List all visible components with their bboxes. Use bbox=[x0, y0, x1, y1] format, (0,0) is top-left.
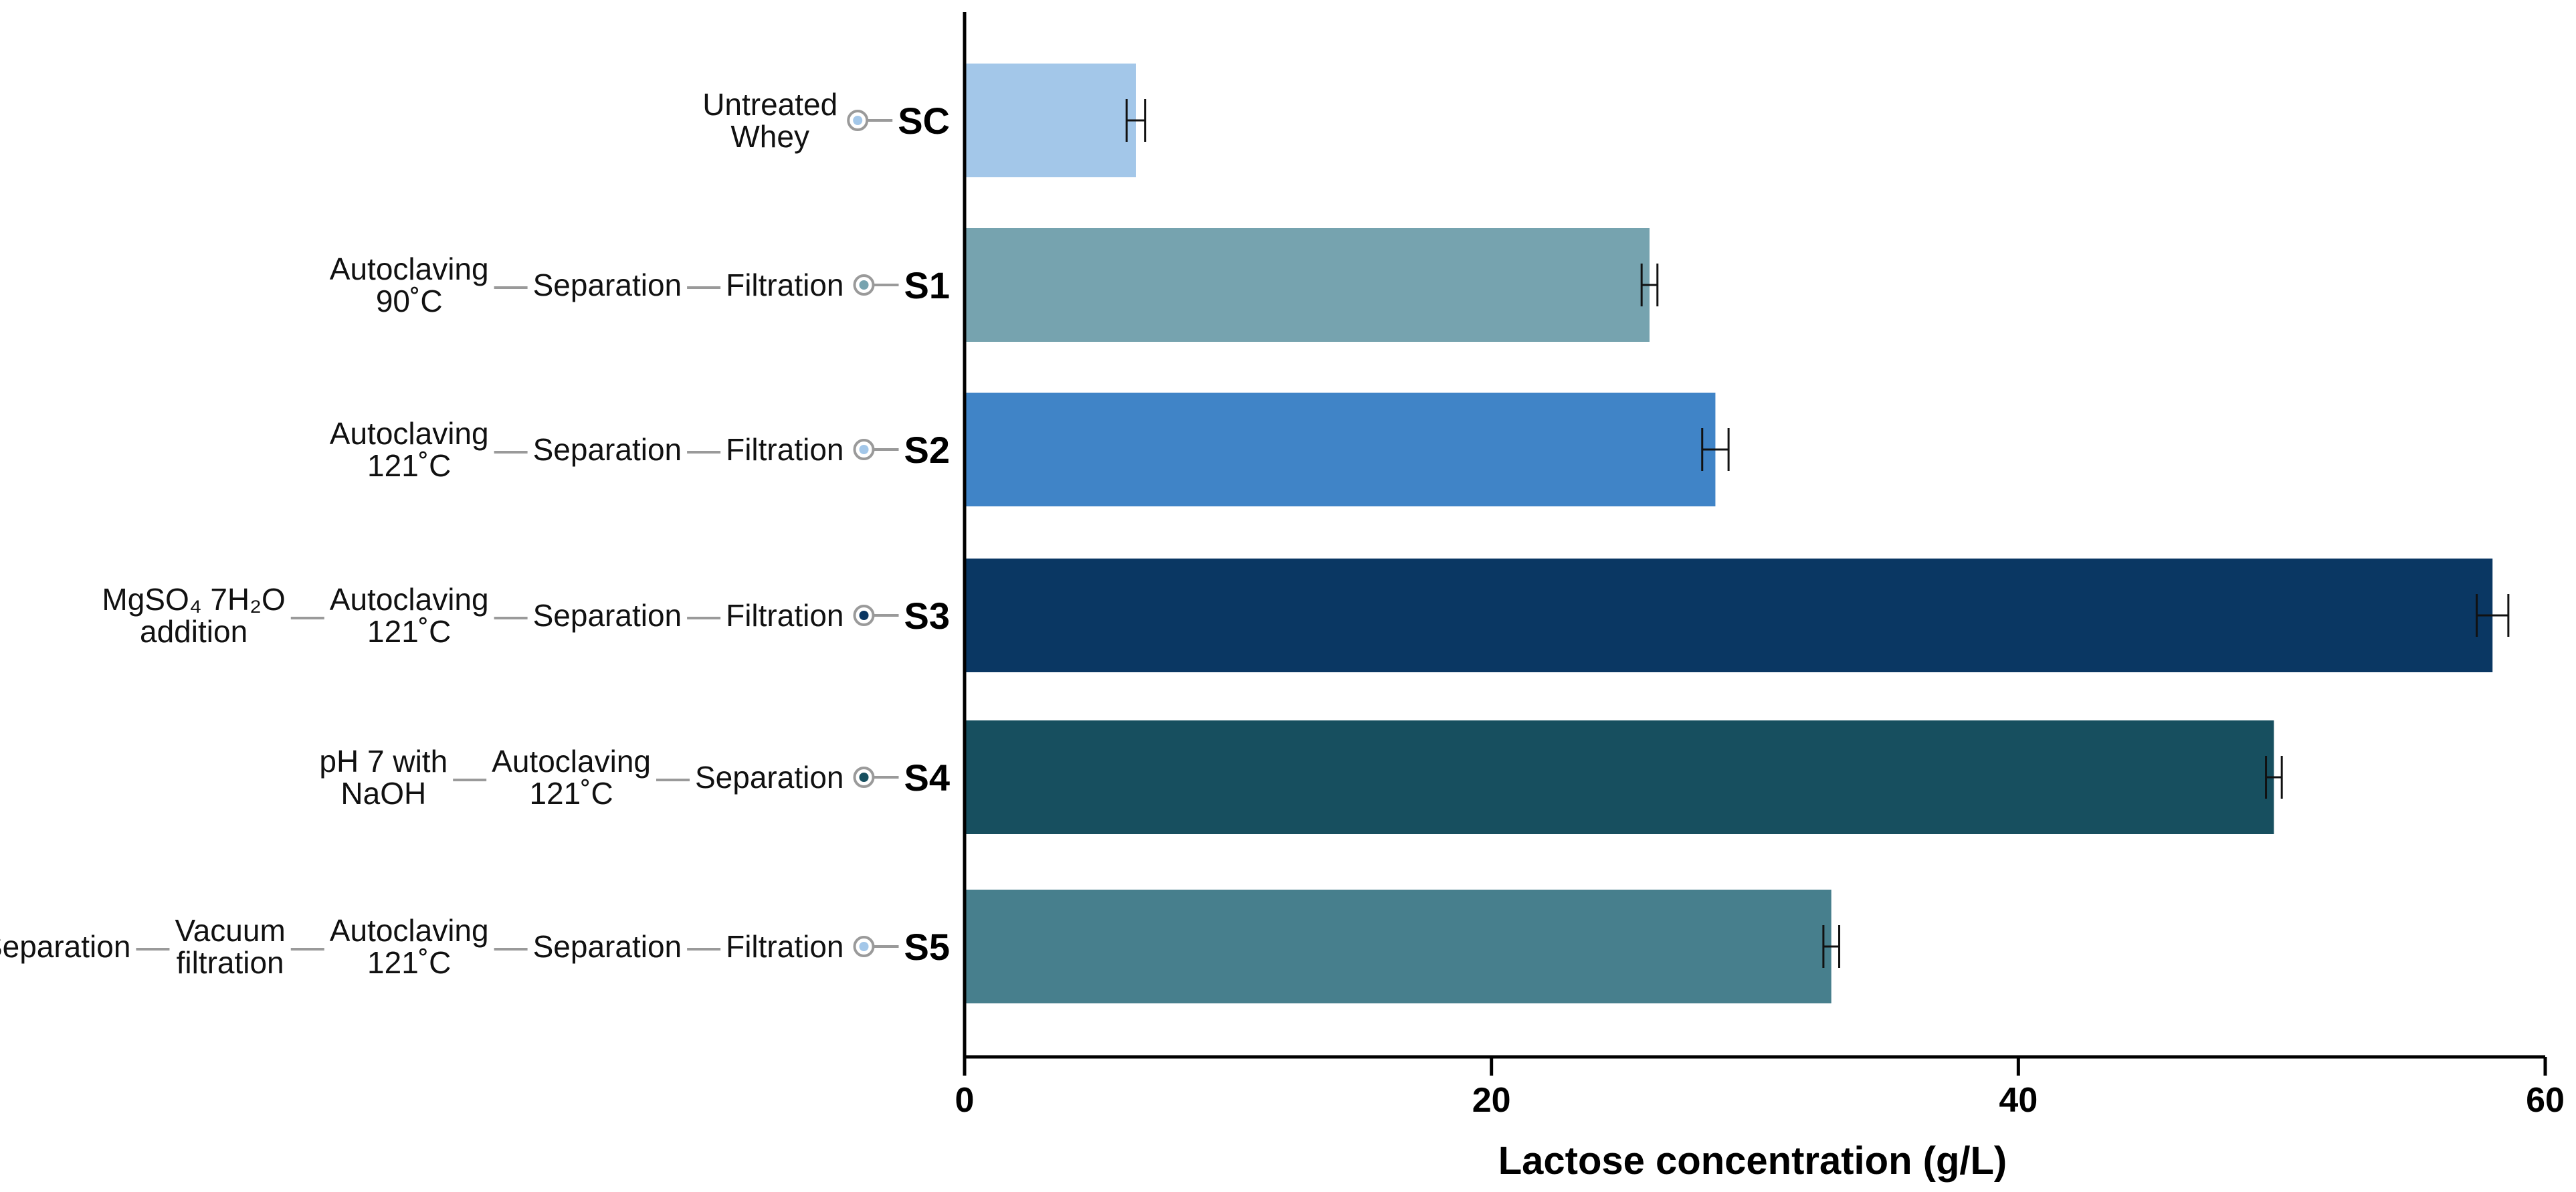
row-label-sc: SC bbox=[898, 100, 950, 142]
error-bar-s5 bbox=[1822, 925, 1841, 968]
process-s1: S1 Filtration Separation Autoclaving 90˚C bbox=[330, 252, 950, 318]
x-tick-label-0: 0 bbox=[955, 1081, 975, 1120]
process-step: Filtration bbox=[726, 929, 844, 964]
process-s2: S2 Filtration Separation Autoclaving 121˚C bbox=[330, 416, 950, 483]
error-bar-s1 bbox=[1640, 264, 1659, 306]
row-label-s3: S3 bbox=[904, 595, 951, 637]
process-step: Separation bbox=[695, 760, 844, 795]
process-step: Untreated Whey bbox=[702, 87, 837, 154]
axes: Lactose concentration (g/L) 0 20 40 60 bbox=[955, 12, 2565, 1183]
bar-s2 bbox=[966, 393, 1716, 506]
row-label-s4: S4 bbox=[904, 757, 951, 799]
process-s3: S3 Filtration Separation Autoclaving 121˚C Mg… bbox=[102, 582, 950, 649]
bars bbox=[966, 64, 2510, 1003]
bar-sc bbox=[966, 64, 1136, 177]
process-sc: SC Untreated Whey bbox=[702, 87, 950, 154]
process-step: Separation bbox=[533, 929, 682, 964]
process-step: Separation bbox=[533, 598, 682, 633]
error-bar-s2 bbox=[1701, 428, 1730, 471]
bar-s1 bbox=[966, 228, 1650, 342]
x-tick-label-20: 20 bbox=[1472, 1081, 1511, 1120]
process-flow-labels: SC Untreated Whey S1 Filtration Separation Aut… bbox=[0, 87, 950, 980]
process-s5: S5 Filtration Separation Autoclaving 121˚C Va… bbox=[0, 913, 950, 980]
process-step: Filtration bbox=[726, 598, 844, 633]
process-step: Filtration bbox=[726, 268, 844, 302]
process-step: MgSO₄ 7H₂O addition bbox=[102, 582, 285, 649]
error-bar-s4 bbox=[2265, 756, 2283, 799]
x-tick-label-40: 40 bbox=[1999, 1081, 2038, 1120]
process-step: Autoclaving 121˚C bbox=[330, 582, 489, 649]
process-step: Autoclaving 90˚C bbox=[330, 252, 489, 318]
bar-s4 bbox=[966, 720, 2274, 834]
row-label-s2: S2 bbox=[904, 429, 951, 471]
process-s4: S4 Separation Autoclaving 121˚C pH 7 with NaO… bbox=[319, 744, 950, 811]
process-step: pH 7 with NaOH bbox=[319, 744, 448, 811]
process-step: Filtration bbox=[726, 432, 844, 467]
process-step: Separation bbox=[533, 268, 682, 302]
row-label-s5: S5 bbox=[904, 926, 951, 968]
process-step: Vacuum filtration bbox=[175, 913, 285, 980]
process-step: Autoclaving 121˚C bbox=[330, 913, 489, 980]
row-label-s1: S1 bbox=[904, 264, 951, 306]
process-step: Autoclaving 121˚C bbox=[492, 744, 651, 811]
process-step: Separation bbox=[0, 929, 130, 964]
bar-s5 bbox=[966, 890, 1831, 1003]
process-step: Autoclaving 121˚C bbox=[330, 416, 489, 483]
x-tick-label-60: 60 bbox=[2526, 1081, 2565, 1120]
error-bar-sc bbox=[1125, 99, 1147, 142]
bar-s3 bbox=[966, 559, 2493, 672]
x-axis-title: Lactose concentration (g/L) bbox=[1498, 1139, 2007, 1183]
process-step: Separation bbox=[533, 432, 682, 467]
error-bar-s3 bbox=[2476, 594, 2510, 637]
